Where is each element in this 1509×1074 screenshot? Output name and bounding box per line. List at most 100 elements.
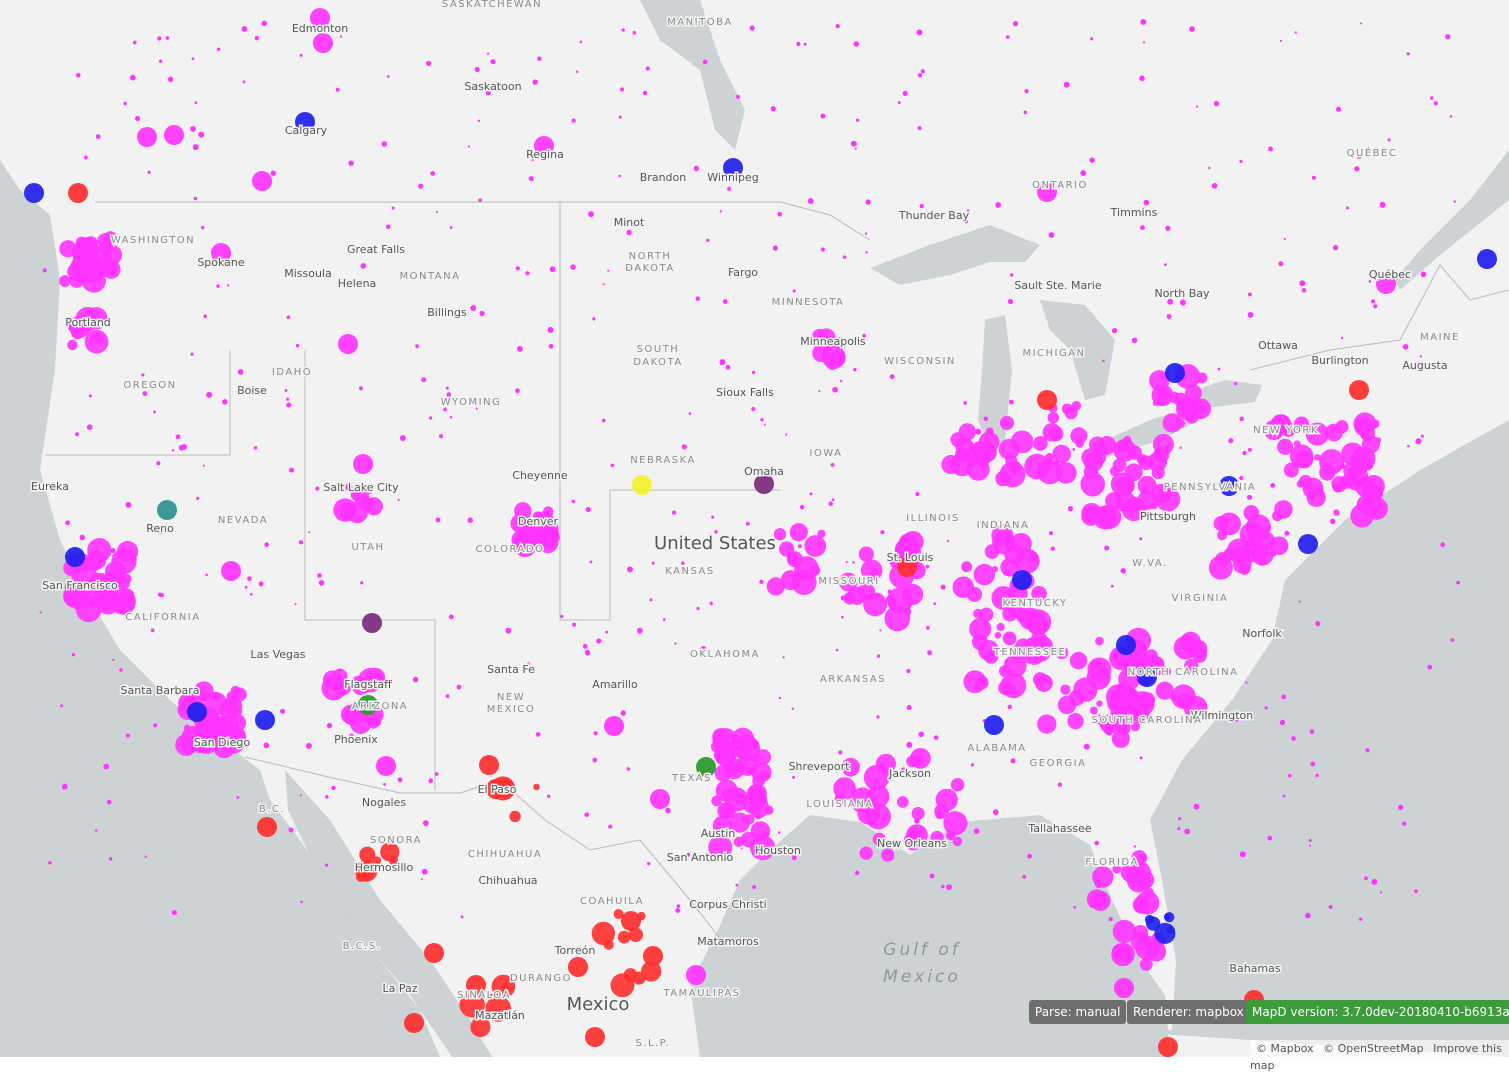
point	[280, 708, 286, 714]
point	[305, 742, 312, 749]
point	[749, 25, 755, 31]
point	[1010, 532, 1032, 555]
point	[966, 586, 983, 602]
state-label: VIRGINIA	[1172, 593, 1229, 604]
point	[1234, 715, 1241, 722]
point	[879, 762, 886, 768]
point	[686, 965, 706, 985]
point	[1007, 704, 1012, 710]
point	[1325, 423, 1343, 442]
point	[181, 444, 188, 450]
point	[632, 31, 637, 35]
atlantic	[1100, 420, 1509, 1057]
point	[1264, 420, 1284, 440]
point	[157, 36, 162, 41]
point	[24, 183, 44, 203]
point	[308, 531, 311, 534]
point	[101, 574, 106, 579]
point	[641, 961, 662, 982]
point	[116, 540, 139, 563]
point	[486, 52, 490, 55]
point	[998, 438, 1020, 460]
point	[1302, 477, 1324, 499]
point	[445, 694, 450, 698]
state-label: GEORGIA	[1030, 758, 1087, 769]
point	[1402, 821, 1407, 826]
point	[299, 794, 302, 797]
state-label: COAHUILA	[580, 896, 644, 907]
point	[632, 475, 652, 495]
point	[221, 561, 241, 581]
point	[299, 53, 303, 57]
point	[1304, 484, 1310, 490]
point	[605, 630, 609, 634]
point	[1228, 438, 1234, 444]
city-label: Santa Fe	[487, 663, 535, 676]
point	[702, 59, 708, 65]
point	[696, 757, 716, 777]
attribution-link[interactable]: © OpenStreetMap	[1323, 1042, 1424, 1055]
point	[1450, 638, 1455, 643]
point	[572, 622, 577, 627]
city-label: Denver	[518, 515, 558, 528]
point	[841, 757, 860, 777]
point	[1152, 399, 1159, 407]
point	[675, 908, 681, 913]
point	[966, 209, 970, 213]
parse-badge[interactable]: Parse: manual	[1029, 1000, 1127, 1024]
point	[1037, 628, 1041, 632]
point	[651, 561, 655, 565]
point	[150, 628, 155, 633]
city-label: Brandon	[640, 171, 686, 184]
version-badge[interactable]: MapD version: 3.7.0dev-20180410-b6913a2	[1246, 1000, 1509, 1024]
point	[1219, 476, 1239, 496]
point	[715, 737, 719, 741]
point	[617, 930, 631, 944]
point	[237, 369, 244, 375]
point	[662, 618, 666, 621]
point	[1294, 31, 1297, 34]
point	[1118, 660, 1123, 664]
point	[353, 454, 373, 474]
city-label: Amarillo	[592, 678, 638, 691]
point	[1093, 505, 1117, 530]
point	[1340, 464, 1346, 469]
point	[1135, 891, 1160, 915]
point	[1217, 367, 1221, 371]
point	[607, 269, 610, 272]
point	[348, 160, 354, 166]
point	[322, 670, 342, 689]
point	[873, 777, 880, 784]
city-label: Flagstaff	[344, 678, 392, 691]
point	[681, 561, 685, 565]
point	[884, 605, 911, 632]
point	[860, 559, 883, 582]
point	[449, 226, 453, 229]
point	[203, 314, 208, 319]
point	[1158, 1037, 1178, 1057]
point	[1155, 486, 1181, 512]
attribution-link[interactable]: © Mapbox	[1256, 1042, 1314, 1055]
point	[1278, 261, 1284, 267]
point	[831, 498, 835, 502]
point	[1139, 957, 1153, 971]
point	[446, 392, 452, 397]
point	[65, 520, 70, 526]
point	[1258, 557, 1267, 566]
point	[777, 211, 782, 217]
point	[735, 883, 739, 887]
point	[1243, 505, 1260, 521]
point	[593, 731, 598, 736]
point	[1272, 510, 1283, 522]
point	[360, 263, 367, 269]
point	[1289, 444, 1314, 468]
point	[1281, 694, 1287, 700]
point	[628, 927, 644, 942]
renderer-badge[interactable]: Renderer: mapbox	[1127, 1000, 1250, 1024]
state-label: MANITOBA	[667, 17, 733, 28]
point	[911, 806, 925, 820]
point	[1108, 916, 1113, 922]
point	[87, 550, 107, 570]
hudson-bay-lakes	[640, 0, 745, 150]
point	[360, 485, 368, 493]
